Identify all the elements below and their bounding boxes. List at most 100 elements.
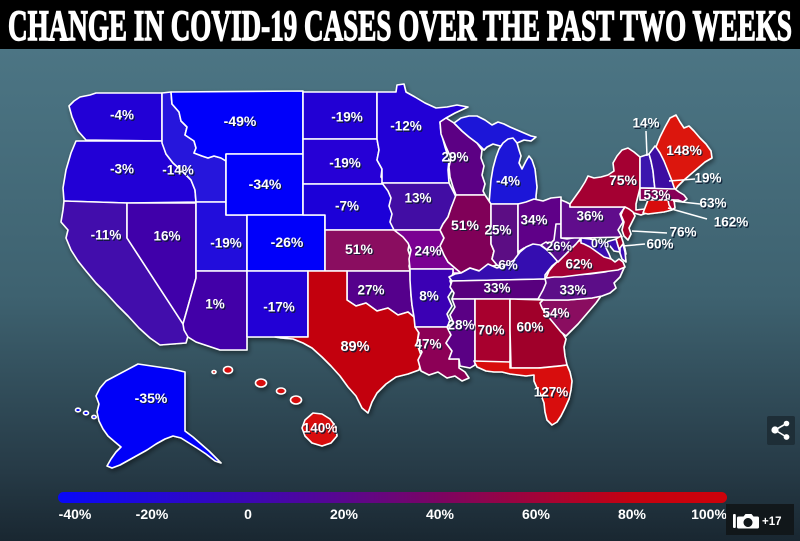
svg-text:-19%: -19% [329, 156, 361, 171]
svg-text:80%: 80% [618, 506, 647, 522]
svg-text:63%: 63% [701, 197, 728, 212]
svg-text:19%: 19% [694, 171, 721, 186]
svg-text:-4%: -4% [497, 175, 521, 190]
svg-text:16%: 16% [153, 229, 180, 244]
svg-text:-17%: -17% [264, 301, 296, 316]
svg-text:-12%: -12% [390, 119, 422, 134]
svg-text:20%: 20% [330, 506, 359, 522]
svg-text:162%: 162% [714, 215, 749, 230]
svg-text:-49%: -49% [225, 114, 258, 130]
svg-text:89%: 89% [342, 340, 371, 356]
svg-text:53%: 53% [643, 188, 670, 203]
svg-text:33%: 33% [561, 284, 588, 299]
svg-text:127%: 127% [535, 386, 570, 401]
svg-text:-34%: -34% [249, 176, 282, 192]
svg-text:-12%: -12% [391, 120, 423, 135]
svg-text:25%: 25% [484, 223, 511, 238]
svg-text:-11%: -11% [91, 228, 122, 243]
svg-text:75%: 75% [609, 172, 638, 188]
svg-text:0%: 0% [592, 238, 610, 252]
svg-text:1%: 1% [206, 298, 226, 313]
svg-text:47%: 47% [414, 337, 441, 352]
svg-text:-19%: -19% [210, 236, 242, 251]
svg-text:140%: 140% [303, 421, 338, 436]
svg-text:162%: 162% [715, 216, 750, 231]
svg-text:-3%: -3% [110, 162, 134, 177]
svg-text:53%: 53% [645, 189, 672, 204]
svg-text:0%: 0% [591, 236, 609, 250]
svg-text:62%: 62% [565, 257, 592, 272]
svg-text:140%: 140% [304, 422, 339, 437]
svg-text:89%: 89% [340, 339, 369, 355]
svg-text:51%: 51% [345, 241, 374, 257]
svg-text:100%: 100% [691, 506, 727, 522]
svg-text:76%: 76% [669, 225, 696, 240]
svg-text:33%: 33% [483, 281, 510, 296]
svg-text:54%: 54% [544, 307, 571, 322]
svg-text:-7%: -7% [336, 200, 360, 215]
svg-text:13%: 13% [404, 191, 431, 206]
svg-text:51%: 51% [451, 217, 480, 233]
svg-text:60%: 60% [518, 321, 545, 336]
svg-text:6%: 6% [498, 258, 518, 273]
svg-text:16%: 16% [155, 230, 182, 245]
svg-text:-19%: -19% [331, 110, 363, 125]
svg-text:25%: 25% [486, 224, 513, 239]
svg-text:29%: 29% [443, 151, 470, 166]
svg-text:0: 0 [244, 506, 252, 522]
svg-text:8%: 8% [419, 289, 439, 304]
svg-text:148%: 148% [666, 142, 702, 158]
svg-text:-19%: -19% [332, 111, 364, 126]
svg-text:60%: 60% [516, 320, 543, 335]
svg-text:63%: 63% [699, 196, 726, 211]
svg-text:26%: 26% [547, 240, 573, 255]
svg-text:-40%: -40% [59, 506, 92, 522]
svg-text:-20%: -20% [136, 506, 169, 522]
svg-text:-49%: -49% [224, 113, 257, 129]
svg-text:28%: 28% [447, 318, 474, 333]
svg-text:36%: 36% [576, 209, 603, 224]
svg-text:-4%: -4% [496, 174, 520, 189]
svg-text:75%: 75% [610, 173, 639, 189]
svg-text:14%: 14% [634, 117, 661, 132]
svg-text:51%: 51% [346, 242, 375, 258]
svg-text:36%: 36% [578, 210, 605, 225]
svg-text:-19%: -19% [330, 157, 362, 172]
svg-text:-26%: -26% [271, 234, 304, 250]
svg-text:40%: 40% [426, 506, 455, 522]
svg-text:-19%: -19% [211, 237, 243, 252]
svg-text:70%: 70% [477, 323, 504, 338]
svg-text:-35%: -35% [135, 390, 168, 406]
svg-text:CHANGE IN COVID-19 CASES OVER: CHANGE IN COVID-19 CASES OVER THE PAST T… [8, 3, 792, 50]
svg-text:47%: 47% [416, 338, 443, 353]
svg-text:+17: +17 [762, 516, 782, 528]
svg-text:26%: 26% [546, 239, 572, 254]
svg-text:60%: 60% [522, 506, 551, 522]
svg-text:19%: 19% [696, 172, 723, 187]
svg-text:8%: 8% [420, 290, 440, 305]
svg-text:127%: 127% [534, 385, 569, 400]
svg-text:62%: 62% [567, 258, 594, 273]
svg-text:28%: 28% [449, 319, 476, 334]
svg-text:-17%: -17% [263, 300, 295, 315]
svg-text:60%: 60% [648, 238, 675, 253]
svg-text:34%: 34% [520, 213, 547, 228]
svg-text:76%: 76% [671, 226, 698, 241]
svg-text:27%: 27% [359, 284, 386, 299]
svg-text:-34%: -34% [250, 177, 283, 193]
svg-text:-14%: -14% [162, 163, 194, 178]
svg-text:-26%: -26% [272, 235, 305, 251]
svg-text:33%: 33% [485, 282, 512, 297]
svg-text:27%: 27% [357, 283, 384, 298]
svg-text:54%: 54% [542, 306, 569, 321]
svg-text:24%: 24% [414, 244, 441, 259]
svg-text:14%: 14% [632, 116, 659, 131]
svg-text:51%: 51% [452, 218, 481, 234]
svg-text:-11%: -11% [92, 229, 123, 244]
svg-text:-3%: -3% [111, 163, 135, 178]
svg-text:-14%: -14% [163, 164, 195, 179]
svg-text:24%: 24% [416, 245, 443, 260]
svg-text:-35%: -35% [136, 391, 169, 407]
svg-text:148%: 148% [667, 143, 703, 159]
svg-text:6%: 6% [499, 259, 519, 274]
